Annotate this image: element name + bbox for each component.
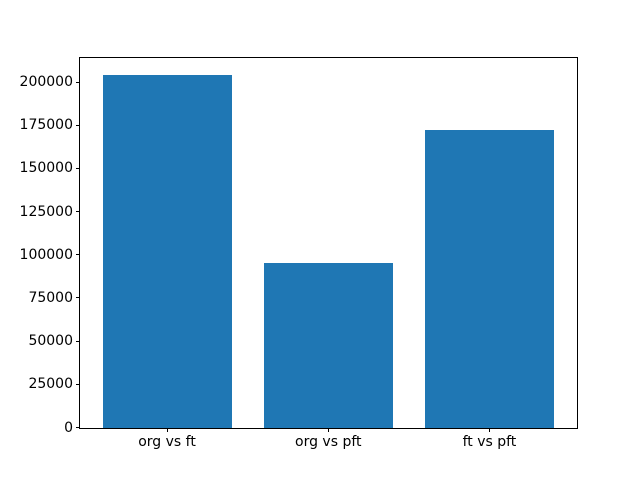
x-tick-label: org vs ft <box>138 433 196 450</box>
y-tick-label: 175000 <box>19 117 73 134</box>
x-tick-label: ft vs pft <box>462 433 517 450</box>
bar <box>424 129 554 428</box>
y-tick-label: 150000 <box>19 160 73 177</box>
y-tick-mark <box>75 427 80 428</box>
plot-area <box>79 56 578 429</box>
bar <box>263 263 393 428</box>
y-tick-label: 0 <box>64 419 73 436</box>
y-tick-mark <box>75 340 80 342</box>
y-tick-mark <box>75 297 80 299</box>
y-tick-label: 100000 <box>19 246 73 263</box>
y-tick-label: 125000 <box>19 203 73 220</box>
y-tick-mark <box>75 81 80 83</box>
x-tick-mark <box>488 428 490 432</box>
y-tick-mark <box>75 211 80 213</box>
y-tick-label: 25000 <box>28 376 73 393</box>
y-tick-mark <box>75 383 80 385</box>
y-tick-label: 200000 <box>19 74 73 91</box>
y-tick-mark <box>75 254 80 256</box>
x-tick-mark <box>327 428 329 432</box>
y-tick-mark <box>75 167 80 169</box>
x-tick-label: org vs pft <box>295 433 362 450</box>
y-tick-mark <box>75 124 80 126</box>
x-tick-mark <box>166 428 168 432</box>
bar <box>102 75 232 428</box>
y-tick-label: 50000 <box>28 333 73 350</box>
y-tick-label: 75000 <box>28 289 73 306</box>
